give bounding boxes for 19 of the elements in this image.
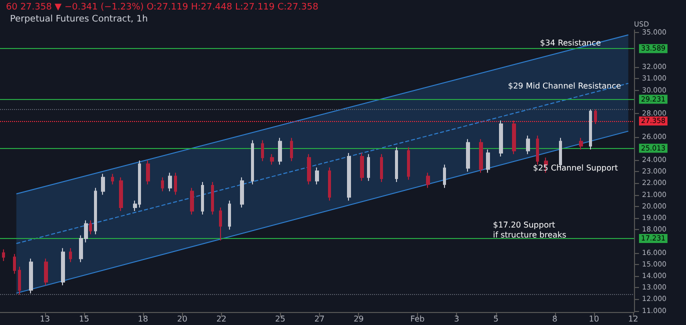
- x-tick-label: 3: [454, 314, 460, 324]
- x-tick-label: 22: [216, 314, 227, 324]
- x-tick-label: 27: [314, 314, 325, 324]
- x-tick-label: 29: [354, 314, 364, 324]
- annotation: $34 Resistance: [540, 38, 601, 48]
- x-tick-label: Feb: [410, 314, 425, 324]
- x-tick-label: 15: [79, 314, 90, 324]
- x-tick-label: 5: [493, 314, 498, 324]
- annotation: $17.20 Support if structure breaks: [493, 220, 566, 240]
- x-tick-label: 10: [588, 314, 600, 324]
- x-tick-label: 12: [628, 314, 638, 324]
- x-tick-label: 8: [552, 314, 558, 324]
- text: 60 27.358 ▼ −0.341 (−1.23%) O:27.119 H:27.448 L:27.119 C:27.358: [6, 2, 319, 12]
- x-tick-label: 20: [177, 314, 188, 324]
- x-tick-label: 18: [138, 314, 148, 324]
- chart-title: Perpetual Futures Contract, 1h: [10, 14, 148, 24]
- x-tick-label: 13: [40, 314, 50, 324]
- annotation: $29 Mid Channel Resistance: [508, 82, 622, 90]
- x-tick-label: 25: [275, 314, 286, 324]
